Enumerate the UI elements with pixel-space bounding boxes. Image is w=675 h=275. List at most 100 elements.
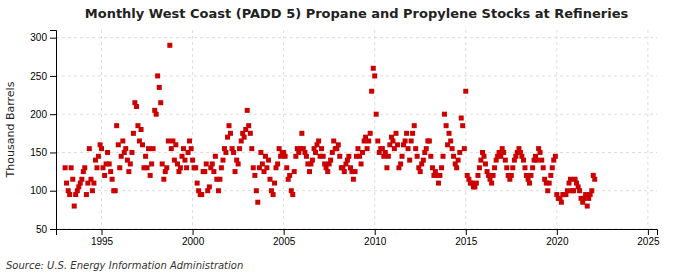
x-axis: 1995200020052010201520202025 xyxy=(57,229,660,247)
point xyxy=(589,188,594,193)
tick-label: 250 xyxy=(30,71,47,82)
point xyxy=(260,161,265,166)
tick-mark xyxy=(50,38,56,39)
point xyxy=(310,158,315,163)
point xyxy=(365,146,370,151)
point xyxy=(550,165,555,170)
tick-mark xyxy=(375,229,376,235)
point xyxy=(79,177,84,182)
point xyxy=(189,146,194,151)
point xyxy=(571,188,576,193)
point xyxy=(316,138,321,143)
point xyxy=(384,165,389,170)
point xyxy=(355,146,360,151)
grid-line xyxy=(56,75,657,76)
point xyxy=(116,142,121,147)
point xyxy=(246,123,251,128)
point xyxy=(151,146,156,151)
point xyxy=(271,192,276,197)
point xyxy=(538,150,543,155)
point xyxy=(128,161,133,166)
point xyxy=(530,165,535,170)
point xyxy=(553,154,558,159)
point xyxy=(284,165,289,170)
point xyxy=(436,181,441,186)
point xyxy=(292,169,297,174)
point xyxy=(403,138,408,143)
point xyxy=(213,154,218,159)
point xyxy=(545,188,550,193)
tick-label: 150 xyxy=(30,147,47,158)
point xyxy=(287,173,292,178)
point xyxy=(492,165,497,170)
grid xyxy=(56,30,657,229)
tick-label: 2025 xyxy=(637,236,660,247)
grid-line xyxy=(56,114,657,115)
tick-label: 2015 xyxy=(455,236,478,247)
point xyxy=(210,161,215,166)
point xyxy=(178,165,183,170)
point xyxy=(221,158,226,163)
point xyxy=(154,112,159,117)
point xyxy=(254,188,259,193)
point xyxy=(126,169,131,174)
point xyxy=(90,188,95,193)
point xyxy=(164,165,169,170)
point xyxy=(216,188,221,193)
y-axis: 50100150200250300 xyxy=(30,31,56,235)
point xyxy=(509,173,514,178)
point xyxy=(428,154,433,159)
plot-area: 1995200020052010201520202025501001502002… xyxy=(30,30,660,247)
point xyxy=(158,100,163,105)
point xyxy=(195,181,200,186)
point xyxy=(528,173,533,178)
point xyxy=(510,165,515,170)
tick: 2020 xyxy=(546,229,569,247)
point xyxy=(123,146,128,151)
point xyxy=(145,165,150,170)
tick-mark xyxy=(50,76,56,77)
point xyxy=(252,173,257,178)
point xyxy=(336,142,341,147)
point xyxy=(149,161,154,166)
point xyxy=(474,181,479,186)
grid-line xyxy=(374,30,375,229)
y-axis-title: Thousand Barrels xyxy=(4,81,17,178)
point xyxy=(233,169,238,174)
point xyxy=(181,146,186,151)
point xyxy=(161,177,166,182)
point xyxy=(395,142,400,147)
point xyxy=(231,150,236,155)
point xyxy=(448,138,453,143)
point xyxy=(501,150,506,155)
tick-mark xyxy=(50,191,56,192)
point xyxy=(319,146,324,151)
point xyxy=(82,165,87,170)
tick-label: 2010 xyxy=(364,236,387,247)
tick-label: 100 xyxy=(30,185,47,196)
point xyxy=(372,73,377,78)
point xyxy=(202,169,207,174)
tick-label: 200 xyxy=(30,109,47,120)
point xyxy=(481,154,486,159)
grid-line xyxy=(192,30,193,229)
point xyxy=(386,154,391,159)
point xyxy=(447,131,452,136)
grid-line xyxy=(56,152,657,153)
point xyxy=(91,181,96,186)
point xyxy=(157,85,162,90)
tick-label: 50 xyxy=(36,224,48,235)
grid-line xyxy=(465,30,466,229)
point xyxy=(155,73,160,78)
tick-mark xyxy=(193,229,194,235)
point xyxy=(94,165,99,170)
point xyxy=(489,181,494,186)
point xyxy=(245,108,250,113)
point xyxy=(272,181,277,186)
point xyxy=(173,142,178,147)
tick-mark xyxy=(50,114,56,115)
point xyxy=(441,154,446,159)
point xyxy=(146,146,151,151)
point xyxy=(565,188,570,193)
point xyxy=(227,123,232,128)
